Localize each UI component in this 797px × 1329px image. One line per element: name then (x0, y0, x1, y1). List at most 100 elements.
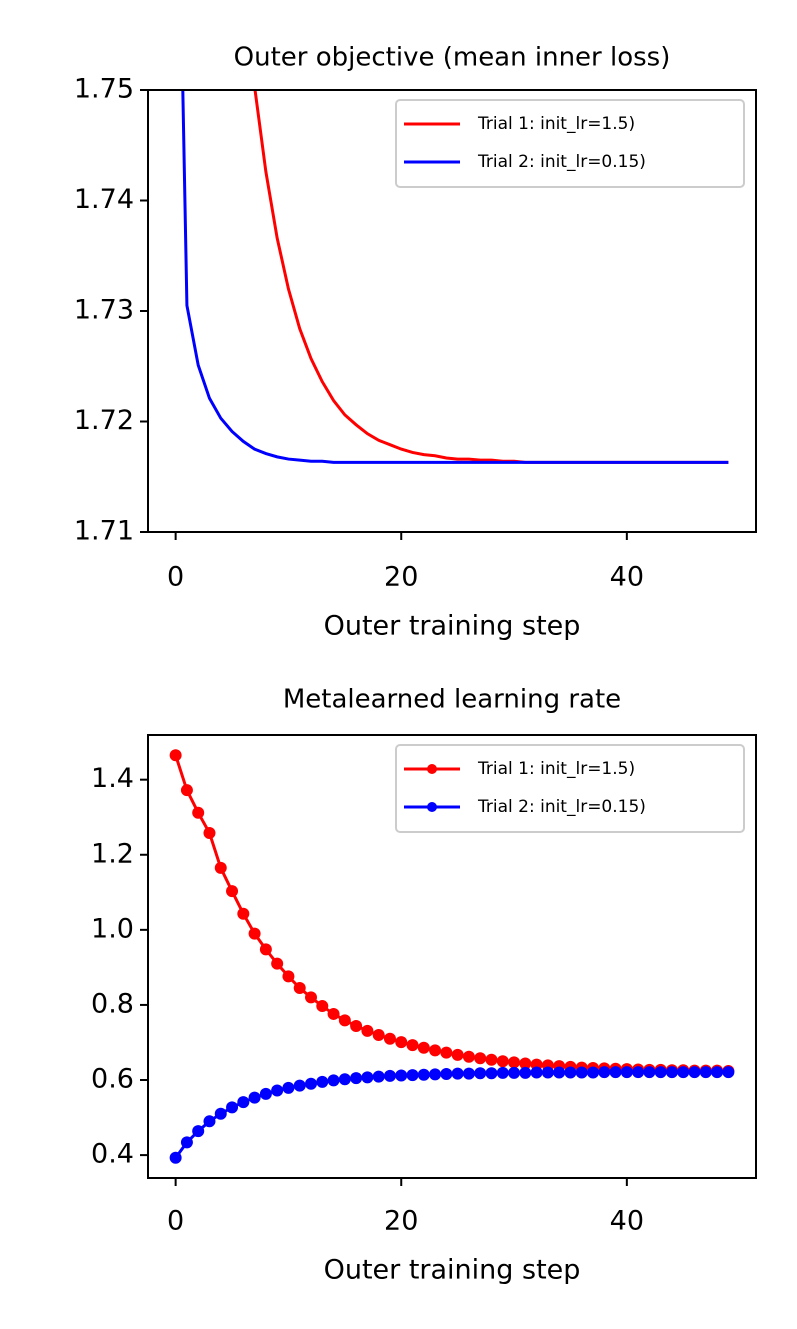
point (485, 1053, 498, 1066)
point (282, 970, 295, 983)
point (282, 1081, 295, 1094)
point (338, 1073, 351, 1086)
point (169, 749, 182, 762)
point (304, 991, 317, 1004)
point (474, 1067, 487, 1080)
point (180, 1136, 193, 1149)
legend-marker (427, 764, 437, 774)
point (214, 861, 227, 874)
axes-frame (147, 89, 757, 533)
point (654, 1066, 667, 1079)
x-tick-label: 40 (610, 1206, 644, 1237)
point (519, 1066, 532, 1079)
y-tick-label: 0.4 (91, 1139, 134, 1170)
point (417, 1068, 430, 1081)
x-tick-label: 0 (167, 562, 184, 593)
point (677, 1066, 690, 1079)
point (316, 1000, 329, 1013)
point (440, 1046, 453, 1059)
point (462, 1050, 475, 1063)
y-tick-label: 1.75 (74, 74, 134, 105)
point (429, 1044, 442, 1057)
point (598, 1066, 611, 1079)
point (553, 1066, 566, 1079)
point (203, 1115, 216, 1128)
point (632, 1066, 645, 1079)
axes-frame (147, 734, 757, 1179)
x-axis-label: Outer training step (324, 611, 581, 642)
point (383, 1032, 396, 1045)
point (180, 784, 193, 797)
point (406, 1039, 419, 1052)
point (192, 1125, 205, 1138)
point (406, 1069, 419, 1082)
point (350, 1019, 363, 1032)
x-tick-label: 20 (384, 562, 418, 593)
chart-title: Metalearned learning rate (283, 685, 621, 715)
point (271, 957, 284, 970)
plot-area (169, 749, 735, 1164)
y-tick-label: 0.8 (91, 988, 134, 1019)
point (372, 1028, 385, 1041)
point (530, 1066, 543, 1079)
point (451, 1048, 464, 1061)
point (575, 1066, 588, 1079)
point (496, 1055, 509, 1068)
x-axis-label: Outer training step (324, 1255, 581, 1286)
point (508, 1056, 521, 1069)
y-tick-label: 1.4 (91, 763, 134, 794)
point (293, 982, 306, 995)
series-line (174, 1070, 729, 1159)
point (722, 1066, 735, 1079)
point (372, 1070, 385, 1083)
point (361, 1071, 374, 1084)
point (226, 885, 239, 898)
plot-area (181, 90, 729, 464)
point (564, 1066, 577, 1079)
point (417, 1041, 430, 1054)
y-tick-label: 1.72 (74, 405, 134, 436)
x-tick-label: 20 (384, 1206, 418, 1237)
point (496, 1066, 509, 1079)
point (699, 1066, 712, 1079)
point (169, 1151, 182, 1164)
point (361, 1024, 374, 1037)
point (259, 1087, 272, 1100)
point (214, 1107, 227, 1120)
legend-label: Trial 1: init_lr=1.5) (477, 759, 635, 779)
y-tick-label: 1.71 (74, 516, 134, 547)
y-tick-label: 1.2 (91, 838, 134, 869)
point (688, 1066, 701, 1079)
point (711, 1066, 724, 1079)
point (304, 1077, 317, 1090)
point (350, 1072, 363, 1085)
legend-box (395, 744, 745, 833)
point (609, 1066, 622, 1079)
point (316, 1075, 329, 1088)
y-tick-label: 0.6 (91, 1064, 134, 1095)
legend-label: Trial 1: init_lr=1.5) (477, 114, 635, 134)
point (440, 1068, 453, 1081)
series-line (181, 90, 729, 464)
y-tick-label: 1.73 (74, 295, 134, 326)
point (395, 1036, 408, 1049)
point (383, 1069, 396, 1082)
point (226, 1101, 239, 1114)
y-tick-label: 1.74 (74, 184, 134, 215)
point (293, 1079, 306, 1092)
point (508, 1066, 521, 1079)
point (248, 1091, 261, 1104)
chart-title: Outer objective (mean inner loss) (234, 43, 671, 73)
point (541, 1066, 554, 1079)
point (338, 1014, 351, 1027)
x-tick-label: 40 (610, 562, 644, 593)
legend-label: Trial 2: init_lr=0.15) (477, 797, 646, 817)
point (462, 1067, 475, 1080)
legend-label: Trial 2: init_lr=0.15) (477, 152, 646, 172)
point (587, 1066, 600, 1079)
point (192, 806, 205, 819)
point (248, 927, 261, 940)
point (429, 1068, 442, 1081)
x-tick-label: 0 (167, 1206, 184, 1237)
